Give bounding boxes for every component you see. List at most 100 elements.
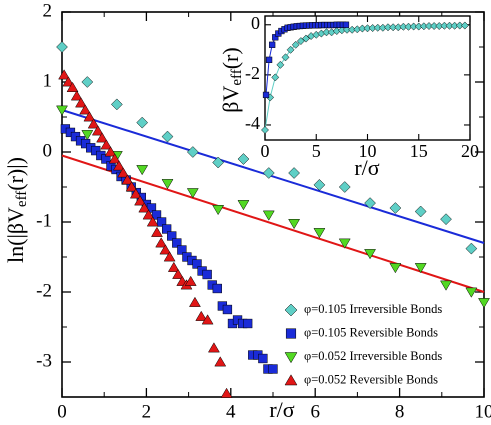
inset-data-point xyxy=(286,45,295,54)
inset-y-tick-label: -2 xyxy=(245,63,260,83)
data-point xyxy=(288,167,300,179)
inset-y-axis-label: βVeff(r) xyxy=(218,47,245,112)
data-point xyxy=(172,268,184,279)
main-plot: 0 2 4 6 8 10 -3 -2 -1 0 1 2 r/σ ln(|βVeff(r)|) xyxy=(3,0,491,422)
main-y-axis-label: ln(|βVeff(r)|) xyxy=(3,157,30,263)
data-point xyxy=(478,298,490,309)
data-point xyxy=(313,179,326,191)
legend: φ=0.105 Irreversible Bonds φ=0.105 Revers… xyxy=(284,302,442,386)
data-point xyxy=(465,287,478,298)
data-point xyxy=(159,244,172,255)
fit-line xyxy=(61,109,485,244)
data-point xyxy=(56,105,68,116)
data-point xyxy=(151,226,163,237)
data-point xyxy=(389,202,402,214)
data-point xyxy=(440,213,452,226)
inset-data-point xyxy=(291,40,300,49)
main-y-tick-label: -3 xyxy=(36,350,52,371)
inset-data-point xyxy=(261,126,269,134)
data-point xyxy=(222,304,233,315)
inset-data-point xyxy=(460,21,469,30)
main-x-tick-label: 4 xyxy=(226,401,236,422)
data-point xyxy=(188,296,201,307)
inset-frame xyxy=(264,15,471,141)
inset-data-point xyxy=(302,34,310,43)
main-x-axis-label: r/σ xyxy=(269,397,294,422)
data-point xyxy=(184,275,197,286)
legend-label: φ=0.052 Reversible Bonds xyxy=(304,372,438,386)
main-y-tick-label: 0 xyxy=(43,140,53,161)
data-point xyxy=(113,160,125,171)
inset-x-axis-label: r/σ xyxy=(354,155,379,180)
inset-data-point xyxy=(271,73,280,82)
data-point xyxy=(167,231,177,241)
data-point xyxy=(56,41,68,53)
legend-marker xyxy=(284,303,298,317)
main-y-tick-label: 2 xyxy=(43,0,53,21)
data-point xyxy=(313,228,326,239)
data-point xyxy=(138,202,151,213)
data-point xyxy=(414,205,427,218)
inset-plot: 0 5 10 15 20 -4 -2 0 r/σ βVeff(r) xyxy=(218,13,479,180)
data-point xyxy=(207,342,220,353)
data-point xyxy=(136,116,149,129)
data-point xyxy=(155,237,168,248)
data-point xyxy=(70,90,83,101)
data-point xyxy=(96,132,109,143)
data-point xyxy=(262,210,275,221)
data-point xyxy=(111,98,123,111)
data-point xyxy=(212,283,222,294)
data-point xyxy=(81,76,94,88)
data-point xyxy=(465,242,478,255)
data-point xyxy=(243,318,253,329)
data-point xyxy=(129,188,142,199)
inset-x-tick-label: 10 xyxy=(359,141,377,161)
data-point xyxy=(162,224,172,234)
main-x-tick-label: 0 xyxy=(57,401,67,422)
inset-x-tick-label: 15 xyxy=(410,141,428,161)
data-point xyxy=(237,153,250,165)
inset-y-tick-label: -4 xyxy=(245,113,260,133)
inset-data-point xyxy=(296,37,305,46)
data-point xyxy=(117,167,130,178)
data-point xyxy=(440,280,452,291)
data-point xyxy=(201,314,214,325)
main-x-tick-label: 2 xyxy=(142,401,152,422)
data-point xyxy=(136,165,149,176)
data-point xyxy=(389,263,402,274)
inset-series-square xyxy=(262,21,350,99)
inset-series-diamond xyxy=(261,21,469,134)
inset-data-point xyxy=(269,41,276,48)
data-point xyxy=(212,156,224,169)
main-x-tick-label: 8 xyxy=(395,401,405,422)
inset-x-tick-label: 0 xyxy=(261,141,270,161)
data-point xyxy=(134,195,147,206)
data-point xyxy=(364,249,376,260)
data-point xyxy=(91,145,101,156)
data-point xyxy=(288,219,301,230)
series-triangle-up xyxy=(58,69,233,398)
inset-x-tick-label: 5 xyxy=(312,141,321,161)
data-point xyxy=(258,353,268,364)
data-point xyxy=(108,153,121,164)
data-point xyxy=(104,146,117,157)
data-point xyxy=(172,238,182,248)
data-point xyxy=(163,251,176,262)
main-y-tick-label: 1 xyxy=(43,70,53,91)
data-point xyxy=(237,200,250,211)
data-point xyxy=(186,188,199,199)
legend-entry: φ=0.052 Irreversible Bonds xyxy=(284,349,442,364)
series-diamond xyxy=(56,41,478,255)
legend-entry: φ=0.105 Reversible Bonds xyxy=(285,325,438,339)
main-y-tick-label: -2 xyxy=(36,280,52,301)
inset-y-tick-label: 0 xyxy=(251,13,260,33)
legend-marker xyxy=(284,352,298,364)
inset-data-point xyxy=(342,21,350,28)
legend-entry: φ=0.105 Irreversible Bonds xyxy=(284,302,442,317)
data-point xyxy=(83,111,96,122)
data-point xyxy=(262,167,275,179)
legend-label: φ=0.105 Irreversible Bonds xyxy=(304,302,442,316)
main-x-tick-label: 6 xyxy=(310,401,320,422)
data-point xyxy=(58,69,71,80)
